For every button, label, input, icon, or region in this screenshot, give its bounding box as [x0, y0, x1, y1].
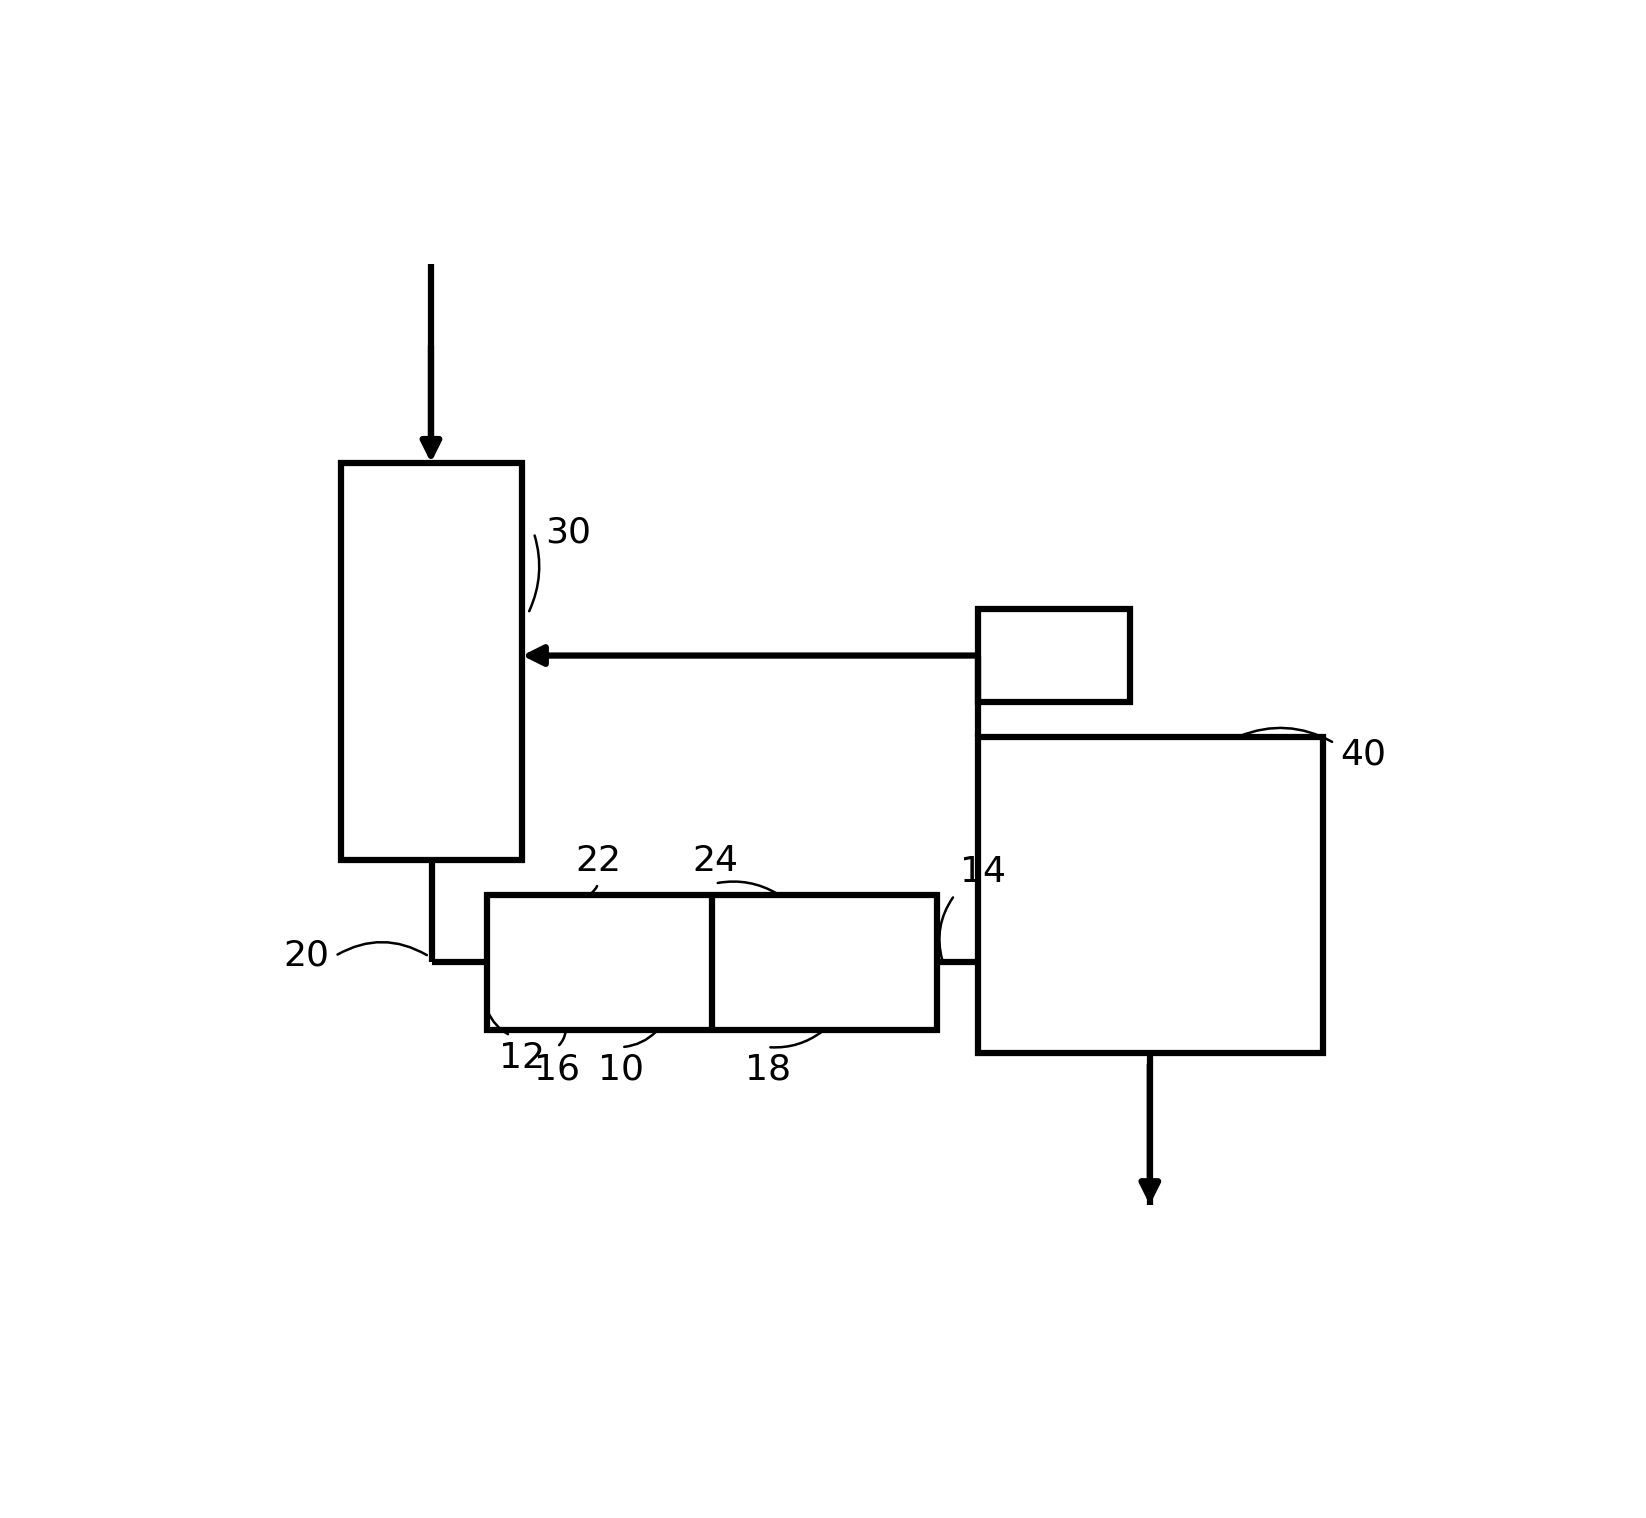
Text: 40: 40	[1340, 738, 1386, 771]
Bar	[487, 896, 937, 1029]
Text: 20: 20	[283, 940, 329, 973]
Text: 12: 12	[499, 1041, 545, 1075]
Text: 10: 10	[599, 1053, 645, 1087]
Text: 30: 30	[545, 516, 591, 550]
Text: 18: 18	[744, 1053, 790, 1087]
Text: 22: 22	[574, 844, 621, 877]
Text: 16: 16	[535, 1053, 579, 1087]
Bar	[978, 609, 1129, 703]
Text: 14: 14	[961, 855, 1006, 890]
Bar	[341, 463, 522, 861]
Bar	[978, 738, 1323, 1053]
Text: 24: 24	[691, 844, 737, 877]
